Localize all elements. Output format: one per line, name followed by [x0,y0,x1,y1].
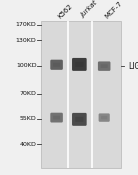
Text: 100KD: 100KD [16,63,37,68]
Text: Jurkat: Jurkat [79,0,98,19]
Text: 55KD: 55KD [20,117,37,121]
FancyBboxPatch shape [99,113,110,122]
Text: 170KD: 170KD [16,22,37,27]
FancyBboxPatch shape [101,64,108,68]
Text: LIG4: LIG4 [128,62,138,71]
FancyBboxPatch shape [53,116,60,120]
Text: K562: K562 [57,2,73,19]
FancyBboxPatch shape [72,58,87,71]
FancyBboxPatch shape [50,113,63,122]
Bar [41,21,121,168]
Text: 70KD: 70KD [20,91,37,96]
FancyBboxPatch shape [72,113,87,126]
FancyBboxPatch shape [50,60,63,70]
Text: 40KD: 40KD [20,142,37,147]
Text: 130KD: 130KD [16,38,37,43]
FancyBboxPatch shape [98,61,110,71]
Text: MCF-7: MCF-7 [104,0,124,19]
FancyBboxPatch shape [75,62,83,67]
FancyBboxPatch shape [101,116,107,119]
Bar [42,22,121,167]
FancyBboxPatch shape [75,117,83,122]
FancyBboxPatch shape [53,63,60,67]
